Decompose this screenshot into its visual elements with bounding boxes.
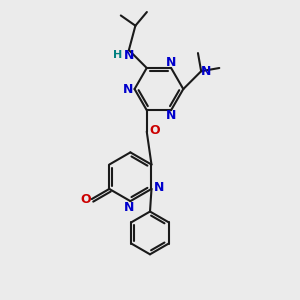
Text: N: N bbox=[154, 181, 164, 194]
Text: N: N bbox=[166, 56, 176, 69]
Text: O: O bbox=[150, 124, 160, 136]
Text: H: H bbox=[113, 50, 122, 60]
Text: N: N bbox=[201, 65, 212, 78]
Text: N: N bbox=[124, 49, 134, 62]
Text: N: N bbox=[166, 109, 176, 122]
Text: N: N bbox=[123, 82, 133, 96]
Text: N: N bbox=[124, 201, 134, 214]
Text: O: O bbox=[80, 193, 91, 206]
